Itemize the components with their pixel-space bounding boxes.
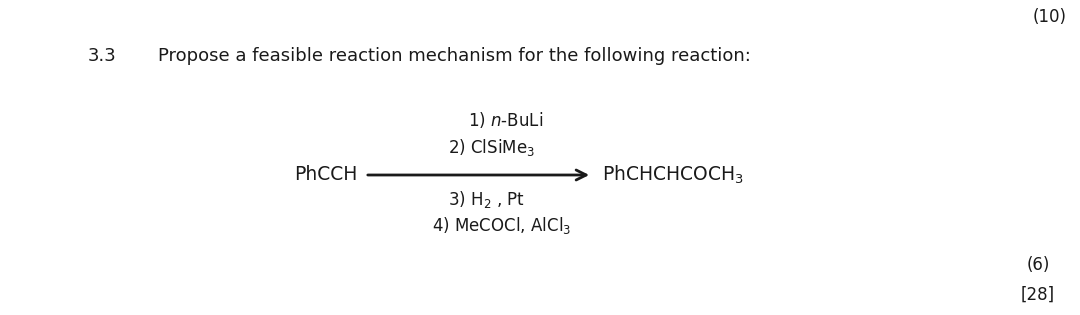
Text: PhCCH: PhCCH [295, 165, 357, 185]
Text: 3) H$_2$ , Pt: 3) H$_2$ , Pt [448, 190, 525, 210]
Text: (10): (10) [1032, 8, 1067, 26]
Text: 2) ClSiMe$_3$: 2) ClSiMe$_3$ [448, 138, 535, 158]
Text: 3.3: 3.3 [87, 47, 117, 65]
Text: Propose a feasible reaction mechanism for the following reaction:: Propose a feasible reaction mechanism fo… [158, 47, 751, 65]
Text: 1) $\mathit{n}$-BuLi: 1) $\mathit{n}$-BuLi [468, 110, 543, 130]
Text: 4) MeCOCl, AlCl$_3$: 4) MeCOCl, AlCl$_3$ [432, 215, 571, 236]
Text: [28]: [28] [1021, 286, 1055, 304]
Text: PhCHCHCOCH$_3$: PhCHCHCOCH$_3$ [602, 164, 744, 186]
Text: (6): (6) [1026, 256, 1050, 274]
